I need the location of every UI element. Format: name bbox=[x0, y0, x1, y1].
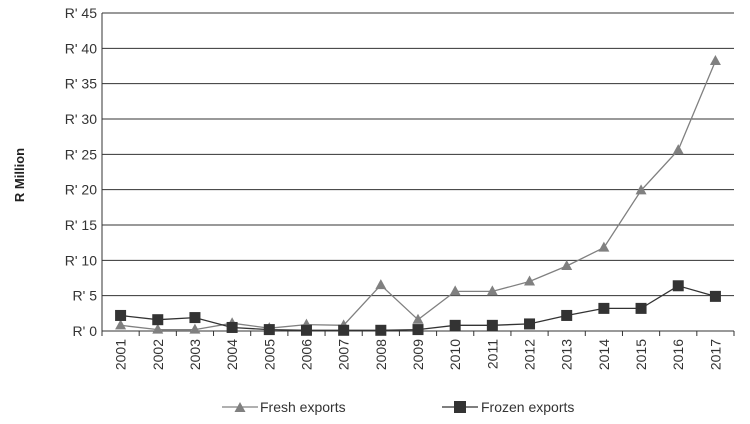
x-axis-ticks: 2001 2002 2003 2004 2005 2006 2007 2008 2009 2010… bbox=[101, 331, 735, 370]
y-tick-label: R' 0 bbox=[73, 323, 98, 339]
x-tick-label: 2016 bbox=[670, 339, 686, 370]
frozen-exports-point bbox=[635, 302, 647, 314]
x-tick-label: 2005 bbox=[261, 339, 277, 370]
fresh-exports-line bbox=[120, 60, 716, 331]
frozen-exports-point bbox=[709, 290, 721, 302]
frozen-exports-point bbox=[375, 324, 387, 336]
x-tick-label: 2015 bbox=[633, 339, 649, 370]
frozen-exports-point bbox=[300, 324, 312, 336]
frozen-exports-point bbox=[338, 324, 350, 336]
fresh-exports-point bbox=[375, 279, 387, 290]
fresh-exports-point bbox=[486, 285, 498, 296]
legend-fresh-label: Fresh exports bbox=[260, 399, 346, 415]
y-tick-label: R' 40 bbox=[65, 40, 97, 56]
x-tick-label: 2001 bbox=[113, 339, 129, 370]
frozen-exports-point bbox=[561, 309, 573, 321]
y-tick-label: R' 45 bbox=[65, 5, 97, 21]
y-axis-ticks: R' 0 R' 5 R' 10 R' 15 R' 20 R' 25 R' 30 R' 35 R'… bbox=[65, 5, 97, 339]
x-tick-label: 2009 bbox=[410, 339, 426, 370]
y-tick-label: R' 25 bbox=[65, 146, 97, 162]
x-tick-label: 2006 bbox=[298, 339, 314, 370]
y-tick-label: R' 5 bbox=[73, 288, 98, 304]
x-tick-label: 2007 bbox=[336, 339, 352, 370]
frozen-exports-point bbox=[449, 319, 461, 331]
y-tick-label: R' 10 bbox=[65, 252, 97, 268]
fresh-exports-point bbox=[561, 259, 573, 270]
frozen-exports-point bbox=[672, 280, 684, 292]
y-tick-label: R' 20 bbox=[65, 182, 97, 198]
x-tick-label: 2008 bbox=[373, 339, 389, 370]
y-tick-label: R' 35 bbox=[65, 76, 97, 92]
x-tick-label: 2012 bbox=[522, 339, 538, 370]
frozen-exports-point bbox=[263, 324, 275, 336]
frozen-exports-point bbox=[412, 324, 424, 336]
x-tick-label: 2004 bbox=[224, 339, 240, 370]
x-tick-label: 2011 bbox=[484, 339, 500, 369]
fresh-exports-point bbox=[672, 144, 684, 155]
x-tick-label: 2017 bbox=[707, 339, 723, 370]
fresh-exports-point bbox=[189, 323, 201, 334]
fresh-exports-point bbox=[635, 184, 647, 195]
x-tick-label: 2010 bbox=[447, 339, 463, 370]
y-axis-label: R Million bbox=[12, 148, 27, 202]
frozen-exports-point bbox=[486, 319, 498, 331]
x-tick-label: 2014 bbox=[596, 339, 612, 370]
x-tick-label: 2003 bbox=[187, 339, 203, 370]
fresh-exports-point bbox=[524, 275, 536, 286]
fresh-exports-point bbox=[449, 285, 461, 296]
fresh-exports-point bbox=[115, 319, 127, 330]
frozen-exports-point bbox=[598, 302, 610, 314]
legend-frozen-label: Frozen exports bbox=[481, 399, 574, 415]
frozen-exports-point bbox=[189, 312, 201, 324]
x-tick-label: 2002 bbox=[150, 339, 166, 370]
y-tick-label: R' 30 bbox=[65, 111, 97, 127]
frozen-exports-point bbox=[524, 318, 536, 330]
legend-frozen-square-icon bbox=[454, 401, 466, 413]
frozen-exports-point bbox=[152, 314, 164, 326]
frozen-exports-point bbox=[115, 309, 127, 321]
fresh-exports-point bbox=[709, 55, 721, 66]
series-group bbox=[115, 55, 721, 336]
fresh-exports-point bbox=[412, 313, 424, 324]
y-tick-label: R' 15 bbox=[65, 217, 97, 233]
x-tick-label: 2013 bbox=[559, 339, 575, 370]
legend: Fresh exports Frozen exports bbox=[222, 399, 574, 415]
frozen-exports-point bbox=[226, 321, 238, 333]
fresh-exports-point bbox=[152, 323, 164, 334]
gridlines bbox=[101, 12, 734, 332]
legend-fresh-triangle-icon bbox=[234, 402, 246, 412]
fresh-exports-point bbox=[598, 241, 610, 252]
